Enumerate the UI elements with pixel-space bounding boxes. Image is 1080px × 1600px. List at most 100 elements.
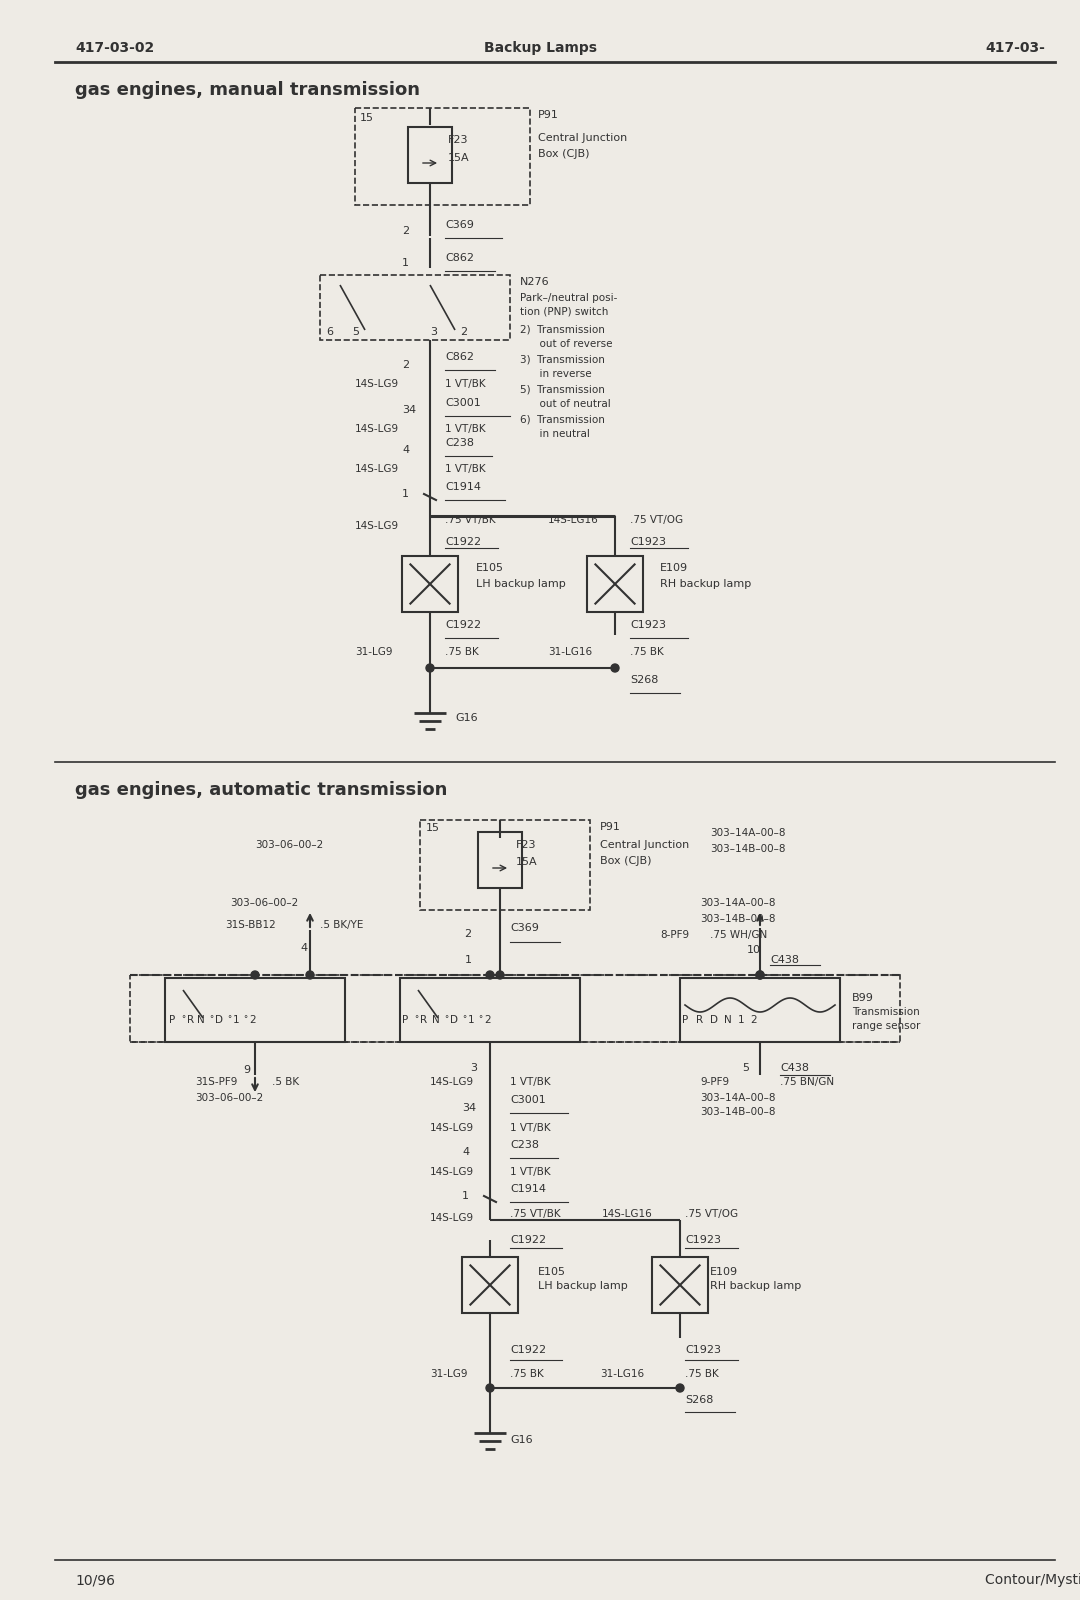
Text: LH backup lamp: LH backup lamp xyxy=(538,1282,627,1291)
Text: Central Junction: Central Junction xyxy=(600,840,689,850)
Text: RH backup lamp: RH backup lamp xyxy=(710,1282,801,1291)
Text: tion (PNP) switch: tion (PNP) switch xyxy=(519,307,608,317)
Text: 1: 1 xyxy=(468,1014,474,1026)
Text: C1914: C1914 xyxy=(445,482,481,493)
Text: Backup Lamps: Backup Lamps xyxy=(484,42,596,54)
Text: C1914: C1914 xyxy=(510,1184,546,1194)
Text: G16: G16 xyxy=(510,1435,532,1445)
Bar xyxy=(165,978,345,1042)
Circle shape xyxy=(426,664,434,672)
Bar xyxy=(402,557,458,611)
Text: °: ° xyxy=(444,1016,448,1024)
Text: 5: 5 xyxy=(352,326,359,338)
Text: RH backup lamp: RH backup lamp xyxy=(660,579,752,589)
Circle shape xyxy=(756,971,764,979)
Text: 2: 2 xyxy=(460,326,468,338)
Text: 1: 1 xyxy=(402,490,409,499)
Text: 31-LG16: 31-LG16 xyxy=(548,646,592,658)
Circle shape xyxy=(611,664,619,672)
Text: °: ° xyxy=(478,1016,482,1024)
Text: in reverse: in reverse xyxy=(519,370,592,379)
Text: 303–06–00–2: 303–06–00–2 xyxy=(230,898,298,909)
Text: R: R xyxy=(187,1014,194,1026)
Text: C438: C438 xyxy=(770,955,799,965)
Text: Park–/neutral posi-: Park–/neutral posi- xyxy=(519,293,618,302)
Text: 3)  Transmission: 3) Transmission xyxy=(519,355,605,365)
Bar xyxy=(320,275,510,341)
Text: 34: 34 xyxy=(402,405,416,414)
Text: 4: 4 xyxy=(462,1147,469,1157)
Text: S268: S268 xyxy=(630,675,659,685)
Text: °: ° xyxy=(210,1016,213,1024)
Text: .5 BK/YE: .5 BK/YE xyxy=(320,920,363,930)
Text: 14S-LG16: 14S-LG16 xyxy=(602,1210,652,1219)
Text: 1 VT/BK: 1 VT/BK xyxy=(445,379,486,389)
Text: gas engines, automatic transmission: gas engines, automatic transmission xyxy=(75,781,447,798)
Text: G16: G16 xyxy=(455,714,477,723)
Text: °: ° xyxy=(414,1016,418,1024)
Text: 5)  Transmission: 5) Transmission xyxy=(519,386,605,395)
Bar xyxy=(420,819,590,910)
Text: E105: E105 xyxy=(476,563,504,573)
Text: 1: 1 xyxy=(465,955,472,965)
Text: °: ° xyxy=(243,1016,247,1024)
Text: 1 VT/BK: 1 VT/BK xyxy=(445,464,486,474)
Text: Box (CJB): Box (CJB) xyxy=(538,149,590,158)
Text: C3001: C3001 xyxy=(510,1094,545,1106)
Text: 14S-LG9: 14S-LG9 xyxy=(430,1077,474,1086)
Text: P91: P91 xyxy=(538,110,558,120)
Text: 6)  Transmission: 6) Transmission xyxy=(519,414,605,426)
Text: C1923: C1923 xyxy=(685,1235,721,1245)
Text: 31-LG9: 31-LG9 xyxy=(430,1370,468,1379)
Text: C862: C862 xyxy=(445,253,474,262)
Text: 2: 2 xyxy=(464,930,471,939)
Text: 14S-LG9: 14S-LG9 xyxy=(355,464,400,474)
Text: 9-PF9: 9-PF9 xyxy=(700,1077,729,1086)
Text: P91: P91 xyxy=(600,822,621,832)
Text: °: ° xyxy=(181,1016,185,1024)
Text: 4: 4 xyxy=(300,942,307,954)
Text: P: P xyxy=(681,1014,688,1026)
Text: out of reverse: out of reverse xyxy=(519,339,612,349)
Text: C238: C238 xyxy=(510,1139,539,1150)
Text: C862: C862 xyxy=(445,352,474,362)
Text: 303–14B–00–8: 303–14B–00–8 xyxy=(700,914,775,925)
Circle shape xyxy=(676,1384,684,1392)
Bar xyxy=(400,978,580,1042)
Text: 14S-LG9: 14S-LG9 xyxy=(355,379,400,389)
Text: 15: 15 xyxy=(360,114,374,123)
Text: Transmission: Transmission xyxy=(852,1006,920,1018)
Text: 2: 2 xyxy=(402,360,409,370)
Text: F23: F23 xyxy=(448,134,469,146)
Text: E109: E109 xyxy=(710,1267,738,1277)
Text: N: N xyxy=(197,1014,205,1026)
Text: 303–14A–00–8: 303–14A–00–8 xyxy=(710,829,785,838)
Text: 6: 6 xyxy=(326,326,333,338)
Text: 1: 1 xyxy=(402,258,409,267)
Circle shape xyxy=(306,971,314,979)
Text: C438: C438 xyxy=(780,1062,809,1074)
Text: E109: E109 xyxy=(660,563,688,573)
Text: °: ° xyxy=(462,1016,467,1024)
Text: C1922: C1922 xyxy=(510,1235,546,1245)
Bar xyxy=(478,832,522,888)
Text: 1: 1 xyxy=(462,1190,469,1202)
Text: F23: F23 xyxy=(516,840,537,850)
Text: 303–14B–00–8: 303–14B–00–8 xyxy=(700,1107,775,1117)
Text: in neutral: in neutral xyxy=(519,429,590,438)
Text: E105: E105 xyxy=(538,1267,566,1277)
Text: P: P xyxy=(168,1014,175,1026)
Text: C369: C369 xyxy=(445,219,474,230)
Text: 15A: 15A xyxy=(448,154,470,163)
Circle shape xyxy=(496,971,504,979)
Text: 31-LG9: 31-LG9 xyxy=(355,646,392,658)
Text: 31S-BB12: 31S-BB12 xyxy=(225,920,275,930)
Text: 2: 2 xyxy=(249,1014,256,1026)
Text: Central Junction: Central Junction xyxy=(538,133,627,142)
Bar xyxy=(130,974,900,1042)
Text: 2: 2 xyxy=(402,226,409,235)
Text: C1923: C1923 xyxy=(685,1346,721,1355)
Text: .75 BK: .75 BK xyxy=(685,1370,719,1379)
Text: 2: 2 xyxy=(750,1014,757,1026)
Text: 31-LG16: 31-LG16 xyxy=(600,1370,644,1379)
